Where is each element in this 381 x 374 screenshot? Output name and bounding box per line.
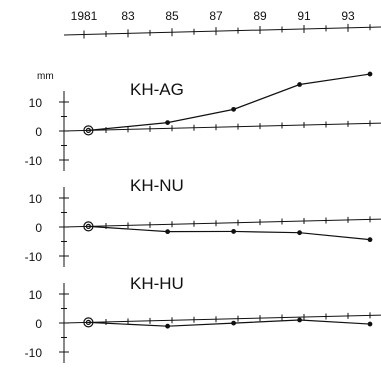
y-tick-label: 0 [35, 125, 42, 139]
year-tick-label: 93 [341, 9, 355, 23]
zero-baseline [63, 218, 381, 228]
y-tick-label: 10 [29, 288, 43, 302]
year-axis-line [63, 26, 381, 36]
year-tick-label: 85 [165, 9, 179, 23]
data-point [165, 120, 171, 126]
data-point [367, 71, 373, 77]
origin-marker-inner [85, 223, 92, 229]
zero-baseline [63, 314, 381, 324]
year-tick-label: 87 [209, 9, 223, 23]
year-tick-label: 1981 [71, 9, 98, 23]
y-tick-label: 0 [35, 317, 42, 331]
panel-title: KH-AG [130, 80, 184, 99]
data-point [165, 323, 171, 329]
data-point [367, 321, 373, 327]
origin-marker [83, 125, 94, 136]
data-point [231, 106, 237, 112]
y-tick-label: 10 [29, 192, 43, 206]
data-point [231, 320, 237, 326]
panel-kh-hu: 10 0 -10 KH-HU [25, 274, 381, 363]
origin-marker [83, 221, 94, 232]
data-point [367, 237, 373, 243]
year-tick-label: 89 [253, 9, 267, 23]
y-tick-label: -10 [25, 346, 43, 360]
origin-marker [83, 317, 94, 328]
y-tick-label: -10 [25, 154, 43, 168]
panels: 10 0 -10 KH-AG 10 0 -10 KH-NU 10 0 -10 KH-HU [25, 71, 381, 363]
panel-title: KH-HU [130, 274, 184, 293]
data-point [165, 229, 171, 235]
data-point [297, 230, 302, 236]
origin-marker-inner [85, 319, 92, 325]
y-tick-label: 0 [35, 221, 42, 235]
year-tick-label: 91 [297, 9, 311, 23]
series-line [88, 225, 371, 241]
panel-kh-ag: 10 0 -10 KH-AG [25, 71, 381, 171]
zero-baseline [63, 122, 381, 132]
unit-label: mm [37, 71, 54, 82]
year-tick-label: 83 [121, 9, 135, 23]
y-tick-label: -10 [25, 250, 43, 264]
data-point [297, 82, 302, 87]
origin-marker-inner [85, 127, 92, 133]
y-tick-label: 10 [29, 96, 43, 110]
year-axis: 1981 83 85 87 89 91 93 [63, 9, 381, 39]
panel-kh-nu: 10 0 -10 KH-NU [25, 176, 381, 267]
data-point [231, 229, 237, 234]
data-point [297, 317, 302, 323]
panel-title: KH-NU [130, 176, 184, 195]
